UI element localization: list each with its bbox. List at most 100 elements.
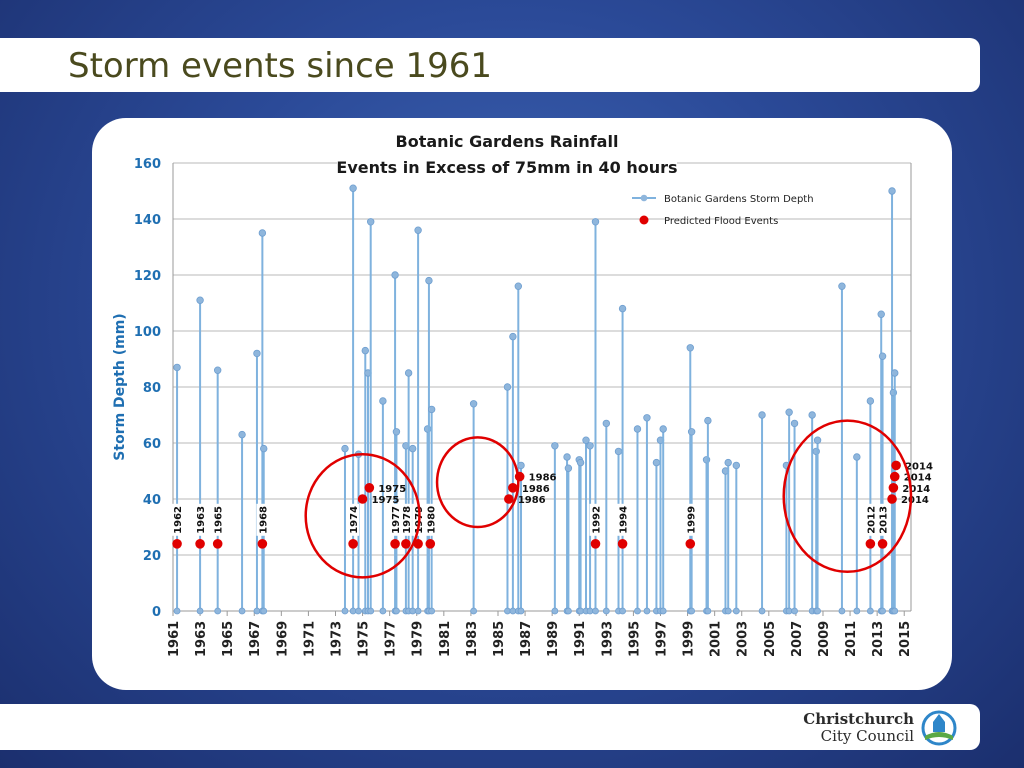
slide-title: Storm events since 1961 [68, 46, 493, 86]
subtitle-bg [337, 155, 677, 179]
storm-depth-point [564, 464, 573, 472]
storm-depth-point [633, 425, 642, 433]
storm-depth-point [551, 442, 559, 450]
storm-depth-point [238, 430, 246, 439]
flood-year-label: 1975 [378, 484, 406, 495]
flood-event-point [617, 539, 628, 549]
storm-depth-point [509, 332, 517, 341]
chart-panel: 0 20 40 60 80 100 120 140 160 1961 1963 1965 1967 196… [92, 118, 952, 690]
flood-year-label: 2012 [866, 506, 877, 534]
x-tick-label: 1987 [519, 621, 534, 657]
flood-year-label: 1999 [686, 506, 697, 534]
flood-label-bg [171, 503, 184, 536]
storm-depth-point [341, 444, 349, 453]
flood-year-label: 1968 [258, 506, 269, 534]
storm-baseline-point [173, 607, 181, 615]
storm-depth-point [790, 419, 799, 428]
flood-label-bg [399, 503, 412, 536]
storm-baseline-point [602, 607, 610, 615]
flood-event-point [195, 539, 205, 549]
chart-subtitle: Events in Excess of 75mm in 40 hours [336, 158, 677, 177]
x-tick-label: 1981 [438, 621, 453, 657]
y-tick-label: 40 [143, 493, 161, 508]
flood-event-point [425, 539, 436, 549]
storm-depth-point [732, 461, 741, 470]
flood-event-point [877, 539, 888, 549]
flood-event-point [401, 539, 411, 549]
x-tick-label: 1995 [627, 621, 642, 657]
x-tick-label: 1971 [302, 621, 317, 657]
christchurch-city-council-logo: Christchurch City Council [798, 708, 958, 746]
x-tick-label: 1985 [492, 621, 507, 657]
storm-depth-point [196, 296, 204, 304]
flood-event-point [364, 483, 375, 493]
storm-depth-point [652, 458, 661, 467]
storm-depth-point [213, 366, 222, 374]
flood-year-label: 2014 [904, 473, 932, 484]
storm-baseline-point [688, 607, 696, 615]
flood-year-label: 1992 [591, 506, 602, 534]
x-tick-label: 1993 [600, 621, 615, 657]
flood-event-point [887, 494, 897, 504]
storm-baseline-point [470, 607, 478, 615]
flood-year-label: 1965 [214, 506, 225, 534]
y-tick-label: 120 [134, 269, 161, 284]
y-tick-label: 20 [143, 549, 161, 564]
x-tick-label: 2001 [709, 621, 724, 657]
flood-label-bg [256, 503, 269, 536]
y-tick-label: 80 [143, 381, 161, 396]
legend-storm-label: Botanic Gardens Storm Depth [664, 194, 814, 205]
storm-baseline-point [379, 607, 387, 615]
storm-depth-point [391, 271, 399, 279]
flood-label-bg [589, 503, 602, 536]
storm-depth-point [367, 218, 375, 226]
storm-baseline-point [393, 607, 400, 615]
x-tick-label: 1967 [248, 621, 263, 657]
flood-event-point [504, 494, 514, 504]
storm-depth-point [408, 444, 417, 453]
chart-title: Botanic Gardens Rainfall [396, 132, 619, 151]
flood-event-point [590, 539, 601, 549]
flood-event-point [348, 539, 358, 549]
flood-event-point [888, 483, 899, 493]
storm-depth-point [404, 369, 413, 377]
storm-baseline-point [565, 607, 572, 615]
storm-baseline-point [367, 607, 375, 615]
storm-depth-point [414, 226, 422, 234]
storm-baseline-point [260, 607, 268, 615]
highlight-circle [435, 436, 520, 529]
title-bar: Storm events since 1961 [0, 38, 980, 92]
x-tick-label: 1983 [465, 621, 480, 657]
storm-depth-point [517, 461, 525, 470]
storm-depth-point [602, 419, 611, 428]
flood-event-point [865, 539, 876, 549]
flood-label-bg [194, 503, 207, 536]
storm-depth-point [687, 428, 696, 436]
flood-event-point [390, 539, 400, 549]
storm-depth-point [260, 444, 268, 453]
storm-depth-point [425, 276, 433, 285]
y-tick-label: 140 [134, 213, 161, 228]
flood-event-point [889, 471, 900, 482]
legend-flood-label: Predicted Flood Events [664, 216, 778, 227]
cathedral-logo-icon [921, 710, 957, 746]
storm-baseline-point [428, 607, 436, 615]
flood-year-label: 1994 [619, 506, 630, 534]
x-tick-label: 1991 [573, 621, 588, 657]
storm-depth-point [686, 344, 694, 352]
storm-baseline-point [634, 607, 641, 615]
storm-depth-point [877, 310, 885, 318]
storm-baseline-point [853, 607, 861, 615]
flood-event-point [357, 494, 368, 504]
storm-baseline-point [758, 607, 766, 615]
x-tick-label: 1965 [221, 621, 236, 657]
x-tick-label: 1975 [357, 621, 372, 657]
storm-baseline-point [814, 607, 821, 615]
storm-depth-point [258, 229, 267, 237]
storm-depth-point [349, 184, 357, 192]
flood-year-label: 1980 [426, 506, 437, 534]
flood-event-point [257, 539, 268, 549]
flood-event-point [508, 483, 518, 493]
storm-baseline-point [196, 607, 204, 615]
flood-label-bg [684, 503, 697, 536]
